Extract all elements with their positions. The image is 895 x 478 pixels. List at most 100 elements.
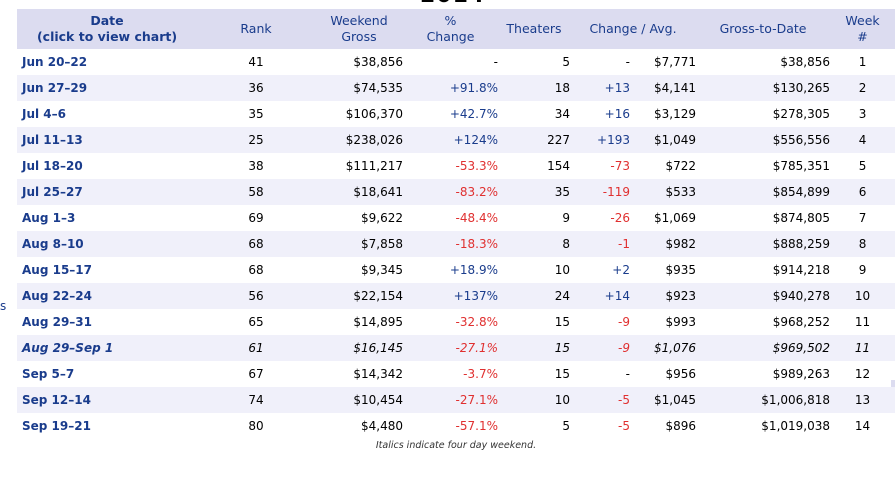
pct-change-cell: -48.4% xyxy=(455,211,498,225)
average-cell: $4,141 xyxy=(630,75,697,101)
average-cell: $722 xyxy=(665,159,697,173)
average-cell: $993 xyxy=(665,315,697,329)
weekend-gross-cell: $16,145 xyxy=(315,335,403,361)
table-row: Sep 19–21 80 $4,480 -57.1% 5 -5 $896 $1,019,038… xyxy=(17,413,895,439)
header-date[interactable]: Date (click to view chart) xyxy=(17,9,197,49)
theaters-cell: 18 xyxy=(498,75,570,101)
date-link[interactable]: Sep 12–14 xyxy=(17,387,197,413)
gross-to-date-cell: $38,856 xyxy=(780,55,831,69)
theaters-cell: 15 xyxy=(554,367,570,381)
pct-change-cell: -57.1% xyxy=(455,419,498,433)
average-cell: $3,129 xyxy=(654,107,697,121)
table-header-row: Date (click to view chart) Rank Weekend Gr… xyxy=(17,9,895,49)
average-cell: $7,771 xyxy=(654,55,697,69)
theater-change-cell: -73 xyxy=(610,159,630,173)
table-row: Jul 11–13 25 $238,026 +124% 227 +193 $1,049 $55… xyxy=(17,127,895,153)
week-number-cell: 4 xyxy=(830,127,895,153)
theater-change-cell: - xyxy=(625,367,630,381)
pct-change-cell: - xyxy=(493,55,498,69)
rank-cell: 56 xyxy=(197,283,315,309)
pct-change-cell: +91.8% xyxy=(403,75,498,101)
rank-cell: 36 xyxy=(197,75,315,101)
gross-to-date-cell: $785,351 xyxy=(772,159,831,173)
rank-cell: 25 xyxy=(197,127,315,153)
gross-to-date-cell: $914,218 xyxy=(772,263,831,277)
rank-cell: 69 xyxy=(248,211,264,225)
week-number-cell: 14 xyxy=(854,419,871,433)
date-link[interactable]: Aug 29–Sep 1 xyxy=(17,335,197,361)
date-link[interactable]: Sep 5–7 xyxy=(22,367,75,381)
theater-change-cell: -1 xyxy=(570,231,630,257)
table-row: Aug 29–Sep 1 61 $16,145 -27.1% 15 -9 $1,076 $96… xyxy=(17,335,895,361)
theaters-cell: 9 xyxy=(562,211,570,225)
weekend-gross-cell: $38,856 xyxy=(353,55,403,69)
header-gross-to-date: Gross-to-Date xyxy=(696,9,831,49)
table-row: Jul 4–6 35 $106,370 +42.7% 34 +16 $3,129 $278,3… xyxy=(17,101,895,127)
date-link[interactable]: Sep 19–21 xyxy=(22,419,91,433)
week-number-cell: 8 xyxy=(830,231,895,257)
weekend-gross-cell: $7,858 xyxy=(315,231,403,257)
date-link[interactable]: Jun 27–29 xyxy=(17,75,197,101)
average-cell: $935 xyxy=(665,263,697,277)
pct-change-cell: -3.7% xyxy=(463,367,498,381)
week-number-cell: 2 xyxy=(830,75,895,101)
header-weekend-gross: Weekend Gross xyxy=(315,9,403,49)
theater-change-cell: -9 xyxy=(570,335,630,361)
date-link[interactable]: Aug 15–17 xyxy=(22,263,92,277)
date-link[interactable]: Jul 4–6 xyxy=(22,107,66,121)
date-link[interactable]: Aug 29–31 xyxy=(22,315,92,329)
theater-change-cell: +13 xyxy=(570,75,630,101)
pct-change-cell: +137% xyxy=(403,283,498,309)
gross-to-date-cell: $278,305 xyxy=(772,107,831,121)
weekend-gross-cell: $238,026 xyxy=(315,127,403,153)
theaters-cell: 15 xyxy=(554,315,570,329)
week-number-cell: 11 xyxy=(830,335,895,361)
week-number-cell: 11 xyxy=(854,315,871,329)
week-number-cell: 13 xyxy=(830,387,895,413)
weekend-gross-cell: $14,342 xyxy=(353,367,403,381)
theater-change-cell: -5 xyxy=(570,387,630,413)
theater-change-cell: -9 xyxy=(618,315,630,329)
gross-to-date-cell: $1,006,818 xyxy=(696,387,831,413)
table-row: Aug 22–24 56 $22,154 +137% 24 +14 $923 $940,278… xyxy=(17,283,895,309)
theater-change-cell: +16 xyxy=(604,107,630,121)
week-number-cell: 12 xyxy=(854,367,871,381)
rank-cell: 74 xyxy=(197,387,315,413)
date-link[interactable]: Jul 11–13 xyxy=(17,127,197,153)
week-number-cell: 6 xyxy=(830,179,895,205)
gross-to-date-cell: $854,899 xyxy=(696,179,831,205)
rank-cell: 35 xyxy=(248,107,264,121)
date-link[interactable]: Aug 8–10 xyxy=(17,231,197,257)
header-week-number: Week # xyxy=(830,9,895,49)
date-link[interactable]: Aug 22–24 xyxy=(17,283,197,309)
average-cell: $1,069 xyxy=(654,211,697,225)
theaters-cell: 10 xyxy=(498,387,570,413)
weekend-gross-cell: $22,154 xyxy=(315,283,403,309)
rank-cell: 41 xyxy=(248,55,264,69)
gross-to-date-cell: $989,263 xyxy=(772,367,831,381)
rank-cell: 68 xyxy=(197,231,315,257)
week-number-cell: 7 xyxy=(858,211,867,225)
weekend-gross-cell: $14,895 xyxy=(353,315,403,329)
table-row: Aug 15–17 68 $9,345 +18.9% 10 +2 $935 $914,218 9 xyxy=(17,257,895,283)
date-link[interactable]: Aug 1–3 xyxy=(22,211,76,225)
table-row: Sep 5–7 67 $14,342 -3.7% 15 - $956 $989,263 12 xyxy=(17,361,895,387)
average-cell: $896 xyxy=(665,419,697,433)
gross-to-date-cell: $1,019,038 xyxy=(761,419,831,433)
rank-cell: 38 xyxy=(248,159,264,173)
date-link[interactable]: Jun 20–22 xyxy=(22,55,88,69)
rank-cell: 67 xyxy=(248,367,264,381)
table-row: Jul 18–20 38 $111,217 -53.3% 154 -73 $722 $785,… xyxy=(17,153,895,179)
theaters-cell: 15 xyxy=(498,335,570,361)
pct-change-cell: +42.7% xyxy=(449,107,498,121)
average-cell: $533 xyxy=(630,179,697,205)
table-row: Jun 27–29 36 $74,535 +91.8% 18 +13 $4,141 $130,… xyxy=(17,75,895,101)
pct-change-cell: +124% xyxy=(403,127,498,153)
theater-change-cell: - xyxy=(625,55,630,69)
pct-change-cell: -32.8% xyxy=(455,315,498,329)
page-heading: 2014 xyxy=(420,0,485,4)
weekend-gross-cell: $18,641 xyxy=(315,179,403,205)
date-link[interactable]: Jul 25–27 xyxy=(17,179,197,205)
gross-to-date-cell: $874,805 xyxy=(772,211,831,225)
date-link[interactable]: Jul 18–20 xyxy=(22,159,83,173)
